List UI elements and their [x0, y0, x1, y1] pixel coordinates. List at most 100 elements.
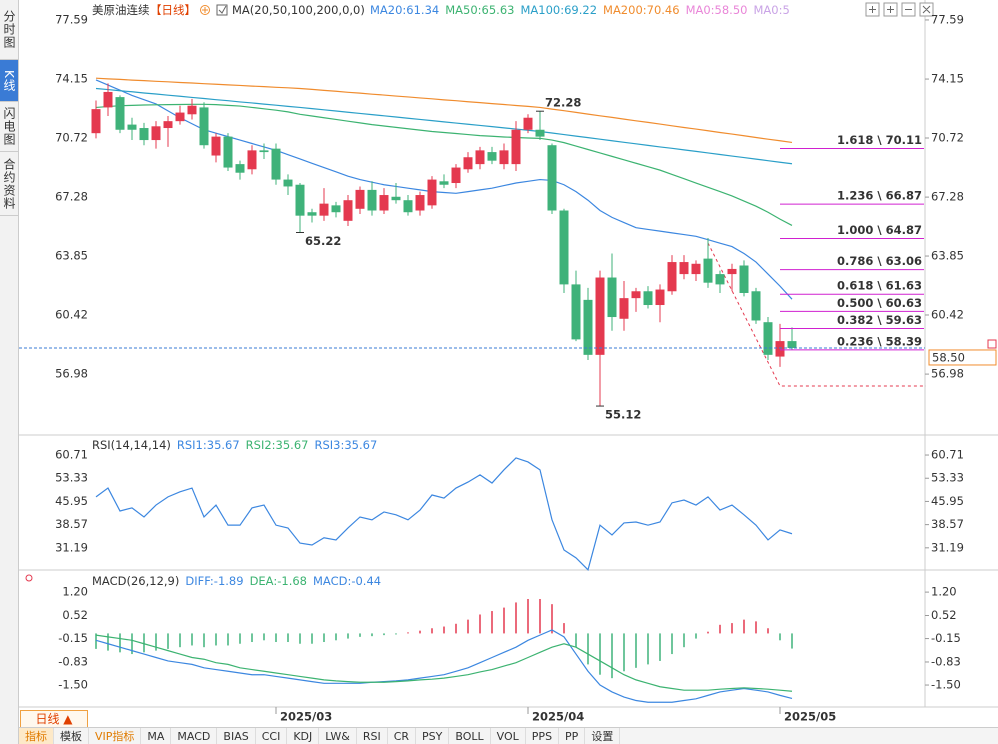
fib-label: 0.382 \ 59.63 — [837, 313, 922, 327]
toolbar-tab[interactable]: LW& — [319, 728, 357, 744]
y-tick-label: 60.42 — [931, 307, 964, 321]
y-tick-label: 0.52 — [62, 608, 88, 622]
legend-entry: MA20:61.34 — [370, 3, 439, 17]
y-tick-label: 60.71 — [931, 448, 964, 462]
toolbar-tab[interactable]: VIP指标 — [89, 728, 142, 744]
toolbar-tab[interactable]: PSY — [416, 728, 450, 744]
toolbar-tab[interactable]: 模板 — [54, 728, 89, 744]
fib-label: 0.786 \ 63.06 — [837, 254, 922, 268]
annotation: 55.12 — [605, 408, 641, 422]
sidebar-tab[interactable]: 合约资料 — [0, 152, 18, 216]
y-tick-label: 38.57 — [931, 517, 964, 531]
y-tick-label: -0.83 — [58, 654, 88, 668]
candle-body — [127, 124, 137, 130]
candle-body — [199, 107, 209, 146]
candle-body — [271, 148, 281, 180]
y-tick-label: 60.71 — [55, 448, 88, 462]
icon-glyphs — [869, 5, 931, 14]
y-tick-label: 31.19 — [55, 540, 88, 554]
toolbar-tab[interactable]: RSI — [357, 728, 388, 744]
toolbar: 指标 模板 VIP指标 MA MACD BIAS CCI KDJ LW& RSI CR PSY BOLL… — [19, 727, 998, 744]
candle-body — [679, 262, 689, 275]
candle-body — [295, 184, 305, 216]
toolbar-tab[interactable]: CCI — [256, 728, 288, 744]
toolbar-tab[interactable]: PPS — [526, 728, 560, 744]
candle-body — [235, 164, 245, 173]
candle-body — [763, 322, 773, 355]
toolbar-tab[interactable]: PP — [559, 728, 586, 744]
price-alert-icon[interactable] — [987, 339, 997, 349]
y-tick-label: 56.98 — [931, 367, 964, 381]
toolbar-tab[interactable]: 设置 — [585, 728, 621, 744]
y-tick-label: 31.19 — [931, 540, 964, 554]
legend-entry: MA0:58.50 — [686, 3, 748, 17]
legend-entry: MA100:69.22 — [520, 3, 597, 17]
period-button[interactable]: 日线 ▲ — [20, 710, 88, 728]
sidebar-tab[interactable]: K线图 — [0, 60, 18, 102]
toolbar-tab[interactable]: KDJ — [287, 728, 320, 744]
y-tick-label: 63.85 — [55, 249, 88, 263]
legend-entry: DEA:-1.68 — [250, 574, 307, 588]
settings-icon[interactable] — [25, 574, 33, 582]
candle-body — [211, 136, 221, 156]
sidebar-tab[interactable]: 分时图 — [0, 0, 18, 60]
candle-body — [595, 277, 605, 355]
candle-body — [379, 195, 389, 211]
series-line — [95, 103, 793, 226]
candle-body — [715, 274, 725, 285]
y-tick-label: 77.59 — [55, 12, 88, 26]
y-tick-label: 38.57 — [55, 517, 88, 531]
y-tick-label: 53.33 — [931, 471, 964, 485]
candle-body — [511, 129, 521, 165]
candle-body — [415, 195, 425, 211]
legend-entry: RSI1:35.67 — [177, 438, 240, 452]
y-tick-label: 63.85 — [931, 249, 964, 263]
candle-body — [259, 150, 269, 153]
symbol: 美原油连续 — [92, 3, 150, 17]
candle-body — [775, 341, 785, 357]
annotation: 72.28 — [545, 96, 581, 110]
candle-body — [427, 179, 437, 206]
toolbar-tab[interactable]: 指标 — [19, 728, 54, 744]
legend-entry: MA0:5 — [753, 3, 789, 17]
period: 【日线】 — [150, 3, 196, 17]
toolbar-icons — [865, 2, 934, 17]
toolbar-tab[interactable]: CR — [388, 728, 417, 744]
add-icon[interactable] — [200, 5, 210, 15]
candle-body — [523, 117, 533, 130]
fib-label: 0.236 \ 58.39 — [837, 334, 922, 348]
candle-body — [151, 126, 161, 141]
legend-entry: RSI2:35.67 — [246, 438, 309, 452]
candle-body — [391, 196, 401, 201]
series-line — [95, 79, 793, 300]
candle-body — [103, 91, 113, 108]
x-tick-label: 2025/03 — [280, 710, 332, 724]
toolbar-tab[interactable]: MACD — [171, 728, 218, 744]
y-tick-label: 77.59 — [931, 12, 964, 26]
candle-body — [487, 152, 497, 161]
candle-body — [367, 189, 377, 211]
candle-body — [475, 150, 485, 165]
y-tick-label: 74.15 — [931, 72, 964, 86]
candle-body — [247, 150, 257, 170]
legend-entry: MACD:-0.44 — [313, 574, 381, 588]
y-tick-label: 53.33 — [55, 471, 88, 485]
toolbar-tab[interactable]: VOL — [491, 728, 526, 744]
toolbar-tab[interactable]: MA — [141, 728, 172, 744]
series-line — [95, 77, 793, 144]
toolbar-tab[interactable]: BOLL — [449, 728, 491, 744]
series-line — [95, 634, 793, 692]
y-tick-label: 45.95 — [55, 494, 88, 508]
candle-body — [499, 150, 509, 165]
y-tick-label: 67.28 — [931, 190, 964, 204]
toolbar-tab[interactable]: BIAS — [217, 728, 256, 744]
sidebar-tab[interactable]: 闪电图 — [0, 102, 18, 152]
legend: MACD(26,12,9) DIFF:-1.89 DEA:-1.68 MACD:-0.… — [92, 574, 381, 588]
candle-body — [187, 105, 197, 115]
x-tick-label: 2025/05 — [784, 710, 836, 724]
candle-body — [139, 128, 149, 141]
checkbox-icon[interactable] — [216, 4, 228, 16]
candle-body — [619, 298, 629, 319]
